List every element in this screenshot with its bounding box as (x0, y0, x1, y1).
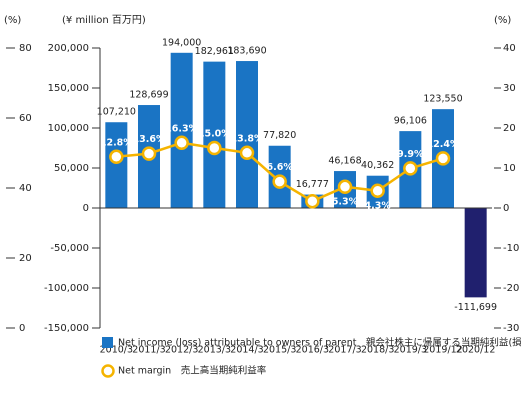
margin-marker (141, 146, 157, 161)
margin-marker (239, 145, 255, 161)
margin-label: 12.4% (427, 139, 460, 150)
y2-tick-label: -10 (503, 243, 519, 254)
x-tick-label: 2019/3 (394, 345, 427, 356)
y3-tick-label: 40 (19, 183, 32, 194)
y3-tick-label: 80 (19, 43, 32, 54)
y2-tick-label: 40 (503, 43, 516, 54)
bar-value-label: 194,000 (162, 37, 201, 48)
margin-label: 12.8% (100, 137, 133, 148)
y-tick-label: -150,000 (44, 323, 89, 334)
y3-unit-label: (%) (4, 15, 21, 26)
y2-unit-label: (%) (494, 15, 511, 26)
bar-value-label: 182,961 (195, 46, 234, 57)
y-tick-label: -100,000 (44, 283, 89, 294)
margin-label: 6.6% (266, 162, 293, 173)
margin-marker (435, 151, 451, 166)
x-tick-label: 2010/3 (100, 345, 133, 356)
y3-tick-label: 20 (19, 253, 32, 264)
y-tick-label: 100,000 (48, 123, 89, 134)
legend-swatch (102, 337, 113, 348)
y3-tick-label: 60 (19, 113, 32, 124)
bar (203, 61, 226, 209)
margin-label: 15.0% (198, 129, 231, 140)
margin-marker (403, 161, 418, 176)
y-tick-label: 150,000 (48, 83, 89, 94)
bar-value-label: 40,362 (361, 160, 394, 171)
bar-value-label: 77,820 (263, 130, 296, 141)
bar (170, 52, 193, 208)
y2-tick-label: 30 (503, 83, 516, 94)
y-tick-label: -50,000 (50, 243, 89, 254)
bar-value-label: 96,106 (394, 116, 427, 127)
bar (236, 61, 258, 208)
margin-label: 5.3% (332, 196, 359, 207)
bar-value-label: 128,699 (129, 90, 168, 101)
y3-tick-label: 0 (19, 323, 25, 334)
bar-value-label: 46,168 (328, 156, 361, 167)
bar (464, 208, 487, 298)
x-tick-label: 2016/3 (296, 345, 329, 356)
margin-label: 9.9% (397, 149, 424, 160)
margin-label: 1.7% (299, 211, 326, 222)
x-tick-label: 2012/3 (165, 345, 198, 356)
y-tick-label: 0 (83, 203, 89, 214)
bar-value-label: 183,690 (227, 46, 266, 57)
x-tick-label: 2020/12 (456, 345, 495, 356)
margin-marker (207, 140, 222, 156)
legend-label: Net margin 売上高当期純利益率 (118, 365, 267, 377)
y2-tick-label: 10 (503, 163, 516, 174)
y-tick-label: 200,000 (48, 43, 89, 54)
y-tick-label: 50,000 (54, 163, 89, 174)
y2-tick-label: -30 (503, 323, 519, 334)
margin-marker (109, 149, 124, 165)
bar-value-label: 16,777 (296, 179, 329, 190)
bar-value-label: 107,210 (97, 107, 136, 118)
x-tick-label: 2019/12 (423, 345, 462, 356)
x-tick-label: 2015/3 (263, 345, 296, 356)
bar-value-label: -111,699 (454, 302, 497, 313)
x-tick-label: 2011/3 (132, 345, 165, 356)
bar-value-label: 123,550 (423, 94, 462, 105)
x-tick-label: 2013/3 (198, 345, 231, 356)
margin-label: 13.8% (231, 133, 264, 144)
margin-marker (272, 174, 287, 189)
bar (105, 122, 128, 208)
margin-label: 4.3% (364, 200, 391, 211)
legend-label: Net income (loss) attributable to owners… (118, 337, 521, 349)
x-tick-label: 2017/3 (328, 345, 361, 356)
y2-tick-label: -20 (503, 283, 519, 294)
y2-tick-label: 0 (503, 203, 509, 214)
x-tick-label: 2018/3 (361, 345, 394, 356)
margin-marker (305, 193, 320, 209)
margin-marker (337, 179, 353, 195)
margin-label: 13.6% (133, 134, 166, 145)
y-unit-label: (¥ million 百万円) (62, 14, 146, 26)
margin-label: 16.3% (165, 123, 198, 134)
y2-tick-label: 20 (503, 123, 516, 134)
margin-marker (174, 135, 189, 151)
legend-swatch (101, 364, 115, 378)
x-tick-label: 2014/3 (230, 345, 263, 356)
margin-marker (370, 183, 385, 199)
